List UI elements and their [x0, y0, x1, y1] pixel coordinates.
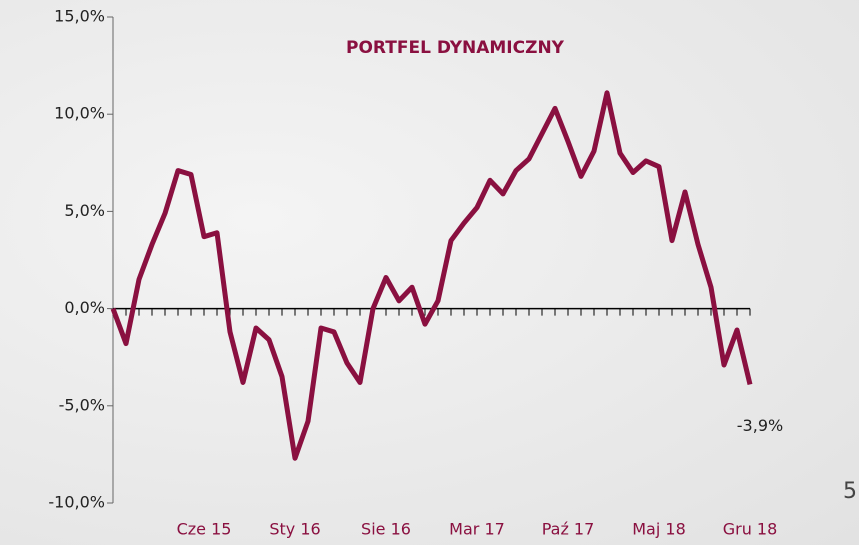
y-tick-label: 0,0% — [64, 298, 105, 317]
x-tick-label: Paź 17 — [542, 520, 595, 539]
data-label: -3,9% — [737, 416, 783, 435]
y-tick-label: 5,0% — [64, 201, 105, 220]
x-tick-label: Maj 18 — [632, 520, 686, 539]
y-tick-label: -10,0% — [48, 493, 105, 512]
x-tick-label: Cze 15 — [177, 520, 232, 539]
chart-title: PORTFEL DYNAMICZNY — [346, 38, 565, 58]
page-number: 5 — [843, 479, 857, 504]
x-tick-label: Mar 17 — [449, 520, 505, 539]
x-tick-label: Gru 18 — [723, 520, 778, 539]
series-line — [110, 90, 753, 461]
y-tick-label: 10,0% — [54, 104, 105, 123]
x-tick-label: Sty 16 — [269, 520, 320, 539]
y-tick-label: 15,0% — [54, 7, 105, 26]
y-tick-label: -5,0% — [59, 395, 105, 414]
x-tick-label: Sie 16 — [361, 520, 411, 539]
